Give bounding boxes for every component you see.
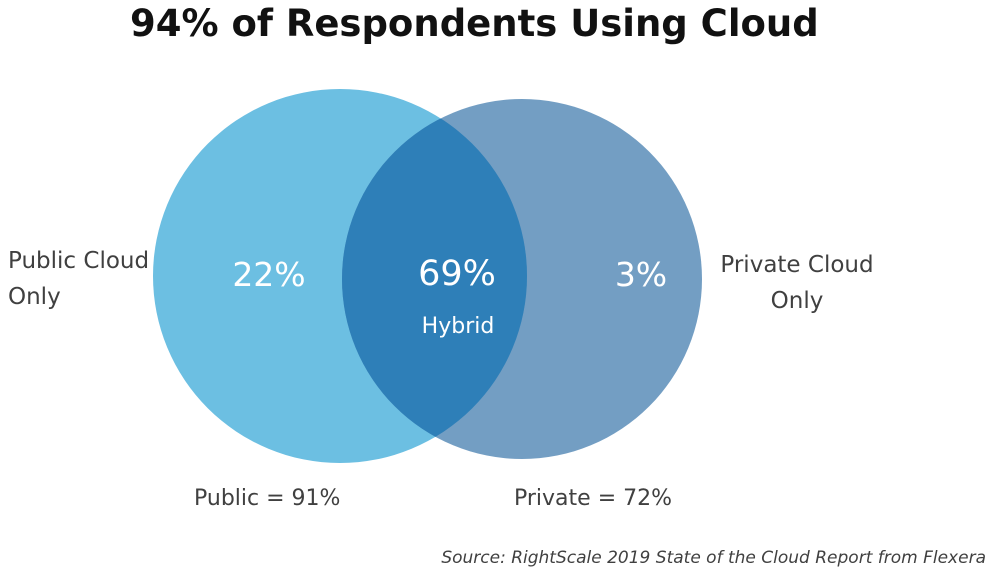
public-label-line1: Public Cloud xyxy=(8,248,150,274)
private-cloud-only-label: Private Cloud Only xyxy=(712,247,882,319)
public-only-value: 22% xyxy=(232,255,305,294)
private-only-value: 3% xyxy=(615,255,667,294)
private-label-line1: Private Cloud xyxy=(720,252,874,278)
chart-title: 94% of Respondents Using Cloud xyxy=(130,2,819,45)
public-label-line2: Only xyxy=(8,284,61,310)
private-total-label: Private = 72% xyxy=(514,486,673,511)
public-cloud-only-label: Public Cloud Only xyxy=(8,243,149,315)
private-label-line2: Only xyxy=(770,288,824,314)
public-total-label: Public = 91% xyxy=(194,486,341,511)
hybrid-value: 69% xyxy=(418,254,496,294)
hybrid-label: Hybrid xyxy=(422,314,495,339)
hybrid-overlap xyxy=(342,99,527,459)
source-note: Source: RightScale 2019 State of the Clo… xyxy=(441,548,986,568)
